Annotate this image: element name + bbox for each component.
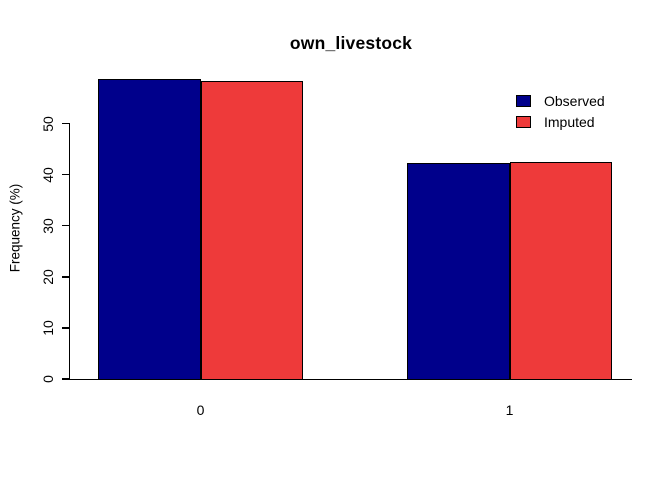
y-tick-label: 20 bbox=[40, 269, 56, 285]
bar-observed-0 bbox=[98, 78, 201, 380]
chart-title: own_livestock bbox=[289, 33, 413, 53]
y-tick-label: 50 bbox=[40, 115, 56, 132]
y-tick bbox=[62, 276, 69, 278]
y-tick bbox=[62, 173, 69, 176]
x-axis-line bbox=[68, 378, 632, 380]
y-tick-label: 0 bbox=[40, 375, 56, 383]
imputed-color-swatch bbox=[516, 115, 531, 128]
y-axis-label: Frequency (%) bbox=[7, 183, 23, 273]
y-tick-label: 40 bbox=[40, 166, 56, 183]
y-axis-line bbox=[68, 122, 70, 380]
legend-item-imputed: Imputed bbox=[516, 111, 605, 132]
bar-observed-1 bbox=[407, 163, 510, 380]
y-tick bbox=[62, 327, 69, 329]
legend-label-observed: Observed bbox=[544, 92, 605, 109]
y-tick-label: 10 bbox=[40, 320, 56, 336]
y-tick bbox=[62, 122, 69, 125]
y-tick-label: 30 bbox=[40, 217, 56, 234]
legend-label-imputed: Imputed bbox=[544, 113, 595, 130]
x-category-label: 0 bbox=[196, 402, 205, 418]
x-category-label: 1 bbox=[505, 402, 514, 418]
y-tick bbox=[62, 224, 69, 227]
bar-imputed-1 bbox=[509, 161, 612, 380]
y-tick bbox=[62, 378, 69, 380]
legend: Observed Imputed bbox=[516, 90, 605, 132]
observed-color-swatch bbox=[516, 94, 531, 107]
legend-item-observed: Observed bbox=[516, 90, 605, 111]
bar-imputed-0 bbox=[200, 81, 303, 380]
